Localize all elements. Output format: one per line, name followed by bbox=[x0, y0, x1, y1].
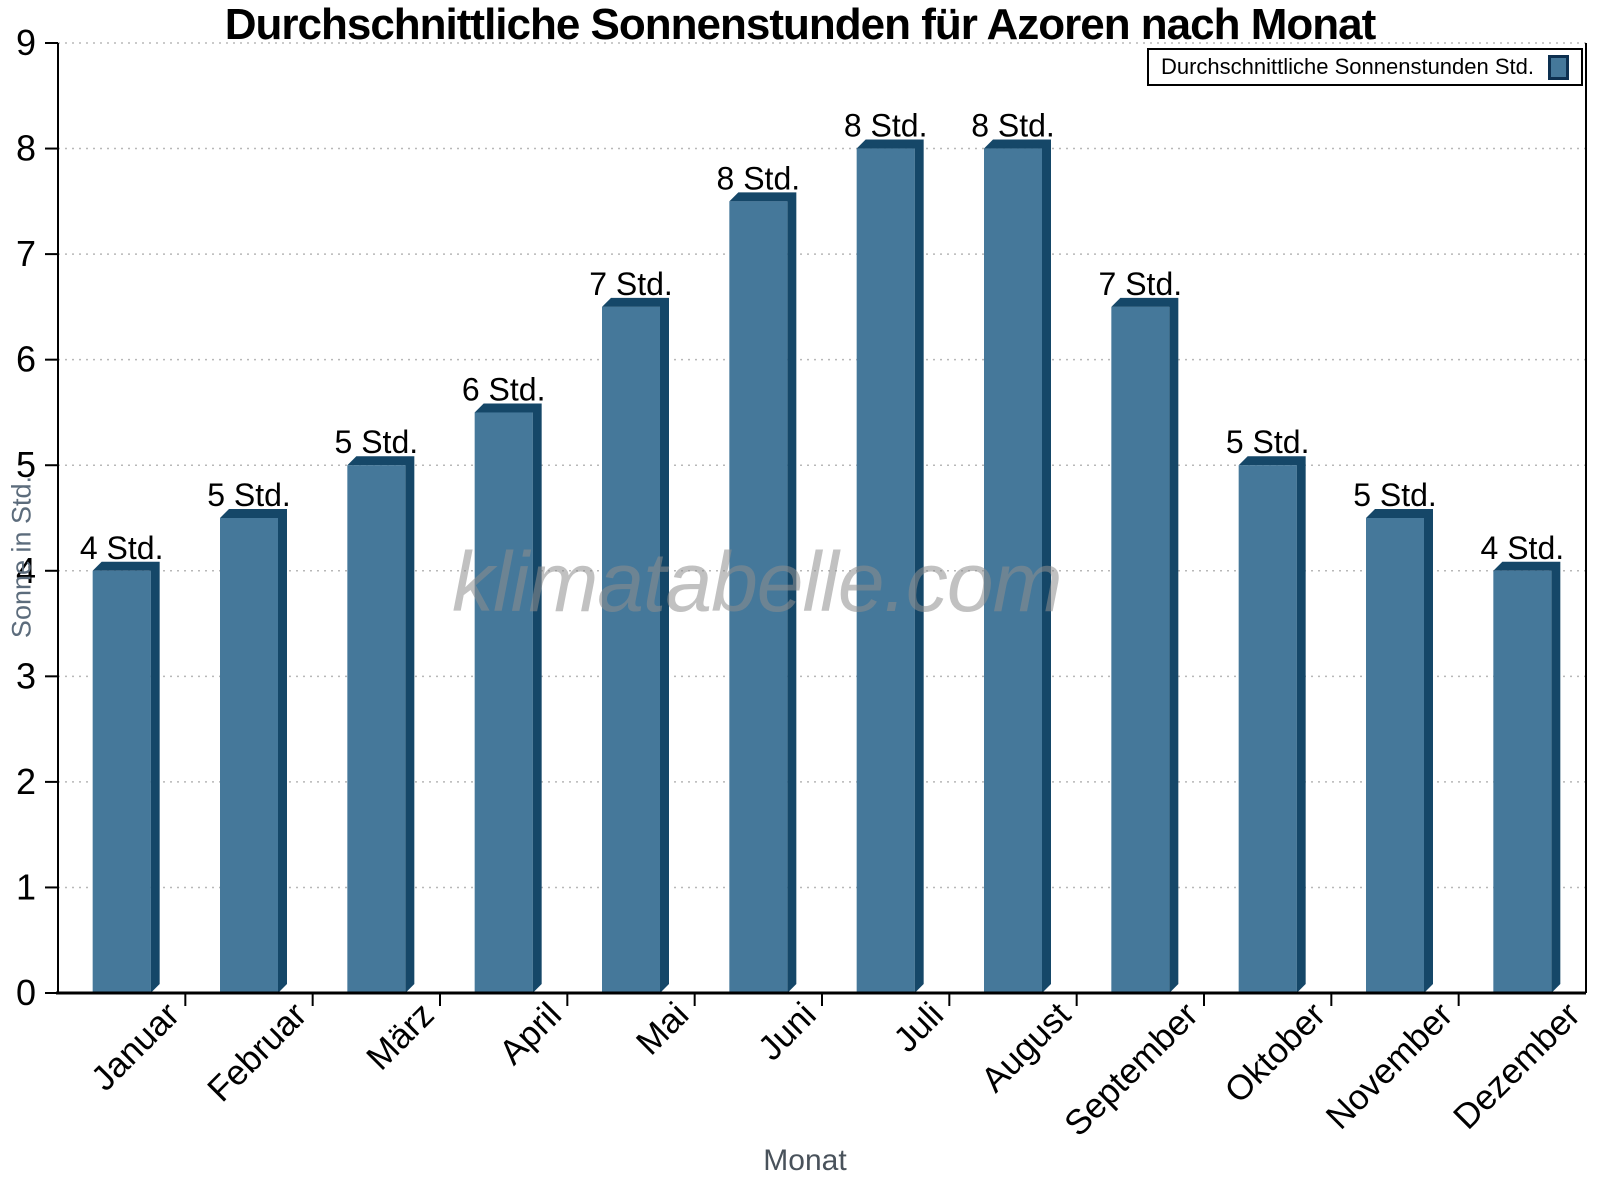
bar-3d-edge-oktober bbox=[1238, 456, 1306, 993]
y-tick-label-8: 8 bbox=[16, 128, 36, 169]
y-tick-label-0: 0 bbox=[16, 972, 36, 1013]
y-tick-label-9: 9 bbox=[16, 22, 36, 63]
bar-november bbox=[1366, 518, 1424, 993]
bar-value-label-august: 8 Std. bbox=[971, 108, 1055, 144]
bar-value-label-oktober: 5 Std. bbox=[1226, 424, 1310, 460]
x-axis-title: Monat bbox=[763, 1144, 847, 1177]
bar-dezember bbox=[1493, 570, 1552, 993]
bar-3d-edge-april bbox=[474, 403, 542, 993]
bar-3d-edge-dezember bbox=[1493, 561, 1561, 993]
y-tick-label-2: 2 bbox=[16, 761, 36, 802]
bar-3d-edge-september bbox=[1111, 297, 1179, 993]
x-tick-label-september: September bbox=[1057, 995, 1206, 1144]
bar-3d-edge-november bbox=[1366, 509, 1433, 993]
bar-3d-edge-juli bbox=[856, 139, 924, 994]
legend-label: Durchschnittliche Sonnenstunden Std. bbox=[1160, 54, 1534, 79]
x-tick-label-mai: Mai bbox=[629, 995, 696, 1062]
bar-value-label-januar: 4 Std. bbox=[80, 530, 164, 566]
bar-value-label-juni: 8 Std. bbox=[717, 160, 801, 196]
y-tick-label-7: 7 bbox=[16, 233, 36, 274]
bar-mai bbox=[602, 306, 660, 993]
bar-value-label-m-rz: 5 Std. bbox=[335, 424, 419, 460]
x-tick-label-april: April bbox=[492, 995, 569, 1072]
bar-value-label-april: 6 Std. bbox=[462, 371, 546, 407]
bar-juni bbox=[729, 201, 788, 994]
bar-3d-edge-mai bbox=[602, 297, 669, 993]
bar-value-label-mai: 7 Std. bbox=[589, 266, 673, 302]
x-tick-label-august: August bbox=[974, 995, 1079, 1100]
bar-februar bbox=[220, 518, 278, 993]
bar-3d-edge-juni bbox=[729, 192, 797, 994]
y-tick-label-3: 3 bbox=[16, 655, 36, 696]
bar-3d-edge-m-rz bbox=[347, 456, 415, 993]
bar-april bbox=[474, 412, 533, 993]
bar-value-label-dezember: 4 Std. bbox=[1481, 530, 1565, 566]
bar-value-label-juli: 8 Std. bbox=[844, 108, 928, 144]
y-tick-label-5: 5 bbox=[16, 444, 36, 485]
y-tick-label-4: 4 bbox=[16, 550, 36, 591]
x-tick-label-m-rz: März bbox=[359, 995, 442, 1078]
bar-value-label-september: 7 Std. bbox=[1099, 266, 1183, 302]
legend-swatch bbox=[1548, 54, 1569, 80]
bar-value-label-november: 5 Std. bbox=[1353, 477, 1437, 513]
bar-september bbox=[1111, 306, 1170, 993]
x-tick-label-juni: Juni bbox=[751, 995, 824, 1068]
bar-3d-edge-februar bbox=[220, 509, 287, 993]
bar-januar bbox=[92, 570, 151, 993]
bar-m-rz bbox=[347, 465, 406, 993]
y-tick-label-6: 6 bbox=[16, 339, 36, 380]
bar-oktober bbox=[1238, 465, 1297, 993]
bar-juli bbox=[856, 148, 915, 994]
legend: Durchschnittliche Sonnenstunden Std. bbox=[1146, 48, 1583, 86]
bar-value-label-februar: 5 Std. bbox=[207, 477, 291, 513]
y-axis-title: Sonne in Std. bbox=[6, 475, 37, 639]
x-tick-label-juli: Juli bbox=[886, 995, 951, 1060]
bar-3d-edge-januar bbox=[92, 561, 160, 993]
x-tick-label-dezember: Dezember bbox=[1446, 995, 1588, 1137]
x-tick-label-februar: Februar bbox=[200, 995, 314, 1109]
x-tick-label-oktober: Oktober bbox=[1217, 995, 1333, 1111]
x-tick-label-november: November bbox=[1319, 995, 1461, 1137]
bar-august bbox=[984, 148, 1042, 994]
chart-title: Durchschnittliche Sonnenstunden für Azor… bbox=[224, 0, 1377, 49]
y-tick-label-1: 1 bbox=[16, 866, 36, 907]
x-tick-label-januar: Januar bbox=[84, 995, 187, 1098]
bar-3d-edge-august bbox=[984, 139, 1051, 994]
